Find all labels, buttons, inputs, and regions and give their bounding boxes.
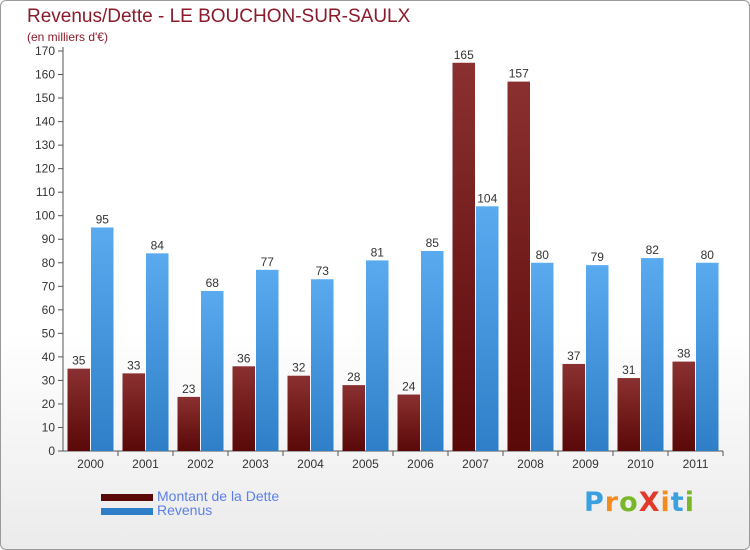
bar-revenus <box>256 269 279 451</box>
legend-swatch-revenus <box>101 508 153 515</box>
y-tick-label: 0 <box>48 444 55 458</box>
bar-dette <box>672 361 695 451</box>
logo-letter: i <box>660 487 671 518</box>
proxiti-logo: ProXiti <box>584 487 695 518</box>
y-tick-label: 110 <box>36 185 55 199</box>
x-tick-label: 2001 <box>132 457 159 471</box>
bar-revenus <box>91 227 114 451</box>
bar-dette <box>287 375 310 451</box>
bar-dette <box>122 373 145 451</box>
bar-dette <box>397 394 420 451</box>
bar-revenus <box>421 251 444 451</box>
bar-value-label: 104 <box>477 191 497 205</box>
y-tick-label: 60 <box>42 303 56 317</box>
y-tick-label: 20 <box>42 397 56 411</box>
x-tick-label: 2005 <box>352 457 379 471</box>
bar-value-label: 32 <box>292 361 306 375</box>
chart-axes: 0 10 20 30 40 50 60 70 80 90 100 110 120 130 140 150 160… <box>35 44 724 471</box>
bar-value-label: 38 <box>677 347 691 361</box>
bar-value-label: 95 <box>96 212 110 226</box>
bar-revenus <box>476 206 499 451</box>
bar-dette <box>452 62 475 451</box>
x-tick-label: 2000 <box>77 457 104 471</box>
bar-revenus <box>146 253 169 451</box>
y-tick-label: 150 <box>35 91 55 105</box>
bar-value-label: 36 <box>237 351 251 365</box>
bar-value-label: 165 <box>454 48 474 62</box>
y-tick-label: 30 <box>42 373 56 387</box>
y-tick-label: 40 <box>42 350 56 364</box>
bar-dette <box>67 368 90 451</box>
chart-bars <box>67 62 719 452</box>
bar-value-label: 37 <box>567 349 581 363</box>
bar-value-label: 81 <box>371 245 385 259</box>
bar-value-label: 85 <box>426 236 440 250</box>
bar-value-label: 82 <box>646 243 660 257</box>
x-tick-label: 2003 <box>242 457 269 471</box>
legend-label-revenus: Revenus <box>157 502 213 518</box>
y-tick-label: 70 <box>42 279 56 293</box>
bar-revenus <box>696 262 719 451</box>
bar-revenus <box>201 291 224 451</box>
x-tick-label: 2009 <box>572 457 599 471</box>
y-tick-label: 10 <box>42 420 56 434</box>
logo-letter: X <box>638 487 661 518</box>
bar-value-label: 84 <box>151 238 165 252</box>
bar-dette <box>617 378 640 451</box>
chart-data-labels: 35 95 33 84 23 68 36 77 32 73 28 81 24 85 165 104 157 80 3… <box>72 48 714 396</box>
y-tick-label: 140 <box>35 115 55 129</box>
bar-value-label: 23 <box>182 382 196 396</box>
y-tick-label: 160 <box>35 68 55 82</box>
chart-title: Revenus/Dette - LE BOUCHON-SUR-SAULX <box>27 6 411 27</box>
bar-revenus <box>531 262 554 451</box>
x-tick-label: 2006 <box>407 457 434 471</box>
logo-letter: o <box>619 487 639 518</box>
y-tick-label: 120 <box>35 162 55 176</box>
bar-dette <box>342 385 365 451</box>
bar-value-label: 73 <box>316 264 330 278</box>
x-tick-label: 2010 <box>627 457 654 471</box>
bar-revenus <box>586 265 609 451</box>
x-tick-label: 2004 <box>297 457 324 471</box>
y-tick-label: 130 <box>35 138 55 152</box>
y-tick-label: 80 <box>42 256 56 270</box>
x-tick-label: 2011 <box>683 457 709 471</box>
bar-dette <box>507 81 530 452</box>
bar-value-label: 80 <box>701 248 715 262</box>
bar-value-label: 68 <box>206 276 220 290</box>
bar-revenus <box>366 260 389 451</box>
logo-letter: i <box>684 487 695 518</box>
bar-dette <box>562 363 585 451</box>
bar-value-label: 80 <box>536 248 550 262</box>
bar-revenus <box>641 258 664 451</box>
logo-letter: P <box>584 487 605 518</box>
x-tick-label: 2008 <box>517 457 544 471</box>
y-tick-label: 50 <box>42 326 56 340</box>
bar-value-label: 31 <box>622 363 636 377</box>
bar-value-label: 24 <box>402 380 416 394</box>
bar-value-label: 77 <box>261 255 275 269</box>
y-tick-label: 100 <box>35 209 55 223</box>
legend-swatch-dette <box>101 494 153 501</box>
bar-revenus <box>311 279 334 451</box>
x-tick-label: 2002 <box>187 457 214 471</box>
bar-value-label: 79 <box>591 250 605 264</box>
y-tick-label: 170 <box>35 44 55 58</box>
y-tick-label: 90 <box>42 232 56 246</box>
logo-letter: r <box>604 487 620 518</box>
chart-subtitle: (en milliers d'€) <box>27 30 108 44</box>
logo-letter: t <box>670 487 685 518</box>
bar-dette <box>177 396 200 451</box>
x-tick-label: 2007 <box>462 457 489 471</box>
bar-value-label: 35 <box>72 354 86 368</box>
legend-label-dette: Montant de la Dette <box>157 488 280 504</box>
bar-value-label: 157 <box>509 67 529 81</box>
bar-value-label: 33 <box>127 358 141 372</box>
bar-dette <box>232 366 255 451</box>
bar-value-label: 28 <box>347 370 361 384</box>
